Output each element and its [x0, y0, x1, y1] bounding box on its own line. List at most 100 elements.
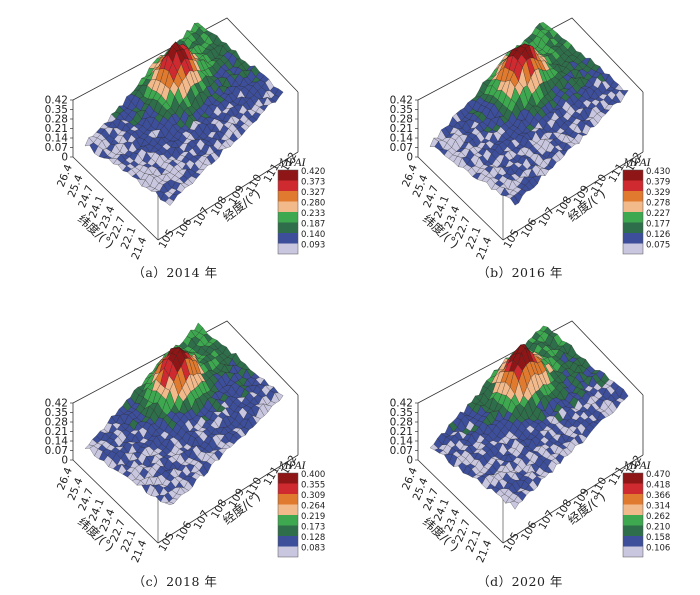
legend-swatch [278, 180, 298, 191]
lon-tick-label: 105 [502, 530, 522, 553]
box-back-edge [417, 320, 644, 404]
surface-cell [619, 388, 629, 401]
z-tick-label: 0.21 [45, 123, 68, 135]
z-tick-label: 0.35 [390, 104, 413, 116]
legend-swatch [623, 473, 643, 484]
surface-plot-a: 00.070.140.210.280.350.4226.425.424.724.… [45, 17, 325, 262]
z-tick-label: 0 [406, 152, 413, 164]
legend-swatch [278, 243, 298, 254]
legend-level-label: 0.373 [301, 178, 325, 188]
surface [429, 325, 629, 510]
lat-axis-line [72, 459, 159, 544]
legend-swatch [278, 546, 298, 557]
legend-level-label: 0.278 [646, 199, 670, 209]
lon-tick-label: 106 [174, 519, 195, 543]
legend-level-label: 0.106 [646, 544, 670, 554]
legend-level-label: 0.309 [301, 491, 325, 501]
surface-plot-c: 00.070.140.210.280.350.4226.425.424.724.… [45, 320, 325, 565]
lat-axis-line [417, 156, 504, 241]
legend-level-label: 0.400 [301, 470, 325, 480]
z-tick-label: 0 [61, 152, 68, 164]
z-tick-label: 0.28 [390, 114, 413, 126]
legend-level-label: 0.158 [646, 533, 670, 543]
chart-panel-c: 0 0.07 0.14 0.21 0.28 0.35 0.42 26.4 25.4 24.7 24.… [5, 303, 345, 593]
legend-title: MPAI [622, 155, 651, 169]
legend-level-label: 0.177 [646, 220, 670, 230]
lon-tick-label: 107 [192, 205, 212, 228]
z-tick-label: 0.42 [390, 398, 413, 410]
z-tick-label: 0.14 [45, 133, 69, 145]
lon-tick-label: 105 [502, 227, 522, 250]
z-tick-label: 0.35 [45, 407, 68, 419]
legend-level-label: 0.280 [301, 199, 325, 209]
box-back-edge [72, 320, 299, 404]
legend-level-label: 0.219 [301, 512, 325, 522]
surface [429, 22, 629, 206]
panel-caption-a: （a）2014 年 [132, 265, 218, 280]
legend-swatch [278, 212, 298, 223]
legend-level-label: 0.355 [301, 481, 325, 491]
legend-swatch [278, 170, 298, 181]
surface-plot-b: 00.070.140.210.280.350.4226.425.424.724.… [390, 17, 670, 262]
z-tick-label: 0.07 [45, 142, 68, 154]
chart-panel-a: 0 0.07 0.14 0.21 0.28 0.35 0.42 26.4 25.4 24.7 24.… [5, 0, 345, 290]
lon-tick-label: 105 [157, 227, 177, 250]
legend-swatch [623, 222, 643, 233]
legend-frame [277, 169, 299, 255]
lon-tick-label: 107 [537, 205, 557, 228]
legend-level-label: 0.366 [646, 491, 670, 501]
z-tick-label: 0.28 [45, 417, 68, 429]
legend-swatch [278, 191, 298, 202]
legend-level-label: 0.430 [646, 167, 670, 177]
legend-level-label: 0.187 [301, 220, 325, 230]
plot-box [417, 17, 644, 241]
legend-swatch [623, 170, 643, 181]
legend-level-label: 0.314 [646, 502, 670, 512]
legend-frame [277, 472, 299, 558]
legend-swatch [623, 525, 643, 536]
legend-title: MPAI [277, 458, 306, 472]
legend-swatch [623, 546, 643, 557]
z-tick-label: 0.14 [45, 436, 69, 448]
box-back-edge [417, 17, 644, 101]
legend-swatch [623, 483, 643, 494]
z-tick-label: 0.42 [45, 398, 68, 410]
legend: MPAI0.4700.4180.3660.3140.2620.2100.1580… [622, 458, 670, 558]
chart-panel-d: 0 0.07 0.14 0.21 0.28 0.35 0.42 26.4 25.4 24.7 24.… [350, 303, 690, 593]
legend-swatch [623, 504, 643, 515]
surface-cell [274, 392, 284, 402]
legend-frame [622, 472, 644, 558]
legend-level-label: 0.379 [646, 178, 670, 188]
legend-swatch [278, 483, 298, 494]
legend-swatch [278, 201, 298, 212]
lon-tick-label: 106 [519, 216, 540, 240]
lon-axis-line [157, 151, 299, 241]
box-back-edge [72, 17, 299, 101]
z-tick-label: 0.07 [390, 142, 413, 154]
legend: MPAI0.4200.3730.3270.2800.2330.1870.1400… [277, 155, 325, 255]
legend-level-label: 0.173 [301, 523, 325, 533]
legend-title: MPAI [622, 458, 651, 472]
legend-level-label: 0.233 [301, 209, 325, 219]
z-tick-label: 0.28 [390, 417, 413, 429]
z-tick-label: 0 [406, 455, 413, 467]
lon-tick-label: 106 [174, 216, 195, 240]
legend-swatch [623, 515, 643, 526]
legend-level-label: 0.327 [301, 188, 325, 198]
legend-swatch [623, 233, 643, 244]
legend-swatch [278, 494, 298, 505]
lon-axis-line [157, 454, 299, 544]
legend-swatch [623, 201, 643, 212]
z-tick-label: 0.07 [390, 445, 413, 457]
legend-level-label: 0.470 [646, 470, 670, 480]
legend-swatch [623, 191, 643, 202]
lon-tick-label: 106 [519, 519, 540, 543]
legend-level-label: 0.210 [646, 523, 670, 533]
panel-caption-d: （d）2020 年 [477, 574, 563, 589]
legend-level-label: 0.140 [301, 230, 325, 240]
legend-level-label: 0.128 [301, 533, 325, 543]
lat-axis-line [72, 156, 159, 241]
legend: MPAI0.4300.3790.3290.2780.2270.1770.1260… [622, 155, 670, 255]
legend-level-label: 0.264 [301, 502, 325, 512]
legend-level-label: 0.126 [646, 230, 670, 240]
